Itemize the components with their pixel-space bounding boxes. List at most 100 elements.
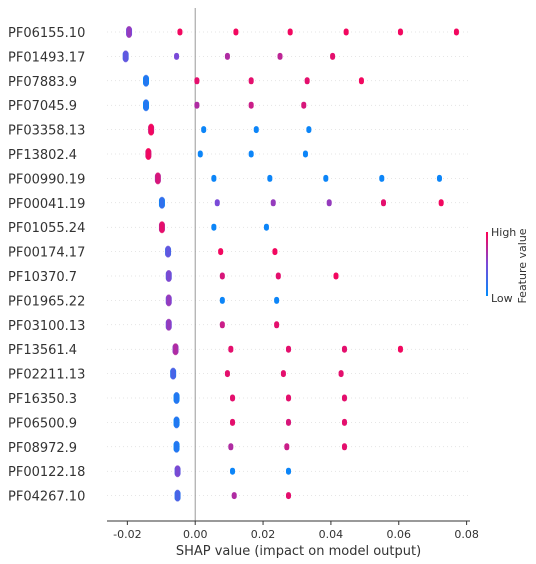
shap-point-cluster-overlay: [166, 318, 171, 331]
shap-point-cluster-overlay: [171, 367, 176, 380]
shap-point-cluster-overlay: [174, 440, 179, 453]
shap-point: [174, 52, 180, 60]
shap-point: [304, 77, 310, 85]
x-tick-label: 0.06: [387, 528, 412, 541]
shap-point: [323, 174, 329, 182]
shap-point: [280, 370, 286, 378]
shap-point: [230, 467, 236, 475]
feature-label: PF00041.19: [8, 197, 85, 212]
shap-point: [306, 126, 312, 134]
shap-point: [286, 345, 291, 353]
feature-label: PF00122.18: [8, 465, 85, 480]
shap-point-cluster-overlay: [123, 50, 128, 63]
shap-point-cluster-overlay: [175, 489, 180, 502]
shap-point-cluster-overlay: [146, 148, 151, 160]
colorbar-gradient: [486, 232, 488, 296]
shap-point: [326, 199, 332, 207]
shap-point-cluster-overlay: [166, 294, 171, 307]
shap-point: [286, 492, 291, 500]
shap-point-cluster-overlay: [166, 245, 171, 258]
feature-labels: PF06155.10 PF01493.17 PF07883.9 PF07045.9 PF…: [8, 26, 85, 505]
shap-point: [230, 418, 236, 426]
shap-point-cluster-overlay: [173, 343, 178, 356]
shap-point: [228, 443, 234, 451]
x-tick-label: 0.00: [183, 528, 208, 541]
shap-point: [380, 199, 386, 207]
feature-label: PF13561.4: [8, 343, 77, 358]
shap-point: [201, 126, 207, 134]
feature-label: PF01055.24: [8, 221, 85, 236]
shap-point: [438, 199, 444, 207]
row-gridlines: [107, 31, 470, 496]
feature-label: PF00174.17: [8, 246, 85, 261]
colorbar: High Low Feature value: [486, 226, 529, 305]
shap-point: [274, 321, 280, 329]
shap-point: [214, 199, 220, 207]
feature-label: PF03358.13: [8, 124, 85, 139]
feature-label: PF04267.10: [8, 490, 85, 505]
shap-point: [436, 174, 442, 182]
shap-point-cluster-overlay: [166, 270, 171, 282]
shap-point-cluster-overlay: [155, 172, 160, 185]
shap-point: [248, 101, 254, 109]
shap-point: [341, 443, 347, 451]
feature-label: PF07045.9: [8, 99, 77, 114]
shap-point: [230, 394, 236, 402]
feature-label: PF03100.13: [8, 319, 85, 334]
feature-label: PF13802.4: [8, 148, 77, 163]
shap-point-cluster-overlay: [127, 26, 132, 38]
shap-point: [287, 28, 293, 36]
shap-point: [219, 272, 225, 280]
shap-point: [248, 150, 254, 158]
shap-point: [341, 345, 347, 353]
shap-point: [379, 174, 385, 182]
shap-point: [270, 199, 276, 207]
shap-point: [218, 248, 224, 256]
shap-point: [333, 272, 339, 280]
shap-point: [302, 150, 308, 158]
shap-point: [453, 28, 459, 36]
shap-point: [284, 443, 290, 451]
shap-point: [197, 150, 203, 158]
shap-point: [397, 28, 403, 36]
feature-label: PF10370.7: [8, 270, 77, 285]
shap-point: [267, 174, 273, 182]
shap-point: [272, 248, 278, 256]
shap-point: [219, 321, 225, 329]
shap-point: [224, 52, 230, 60]
shap-point: [286, 394, 291, 402]
x-axis-label: SHAP value (impact on model output): [176, 544, 421, 559]
shap-point: [224, 370, 230, 378]
shap-point: [286, 467, 291, 475]
shap-point: [194, 77, 200, 85]
shap-point: [338, 370, 344, 378]
shap-point: [211, 174, 217, 182]
shap-point: [274, 296, 280, 304]
shap-point-cluster-overlay: [174, 392, 179, 404]
shap-point: [277, 52, 283, 60]
shap-point: [231, 492, 237, 500]
shap-point: [253, 126, 259, 134]
colorbar-title: Feature value: [516, 228, 529, 303]
shap-point-cluster-overlay: [149, 123, 154, 136]
shap-point: [286, 418, 291, 426]
shap-point: [343, 28, 349, 36]
shap-point-cluster-overlay: [159, 221, 164, 234]
feature-label: PF08972.9: [8, 441, 77, 456]
shap-point: [263, 223, 269, 231]
x-axis: -0.02 0.00 0.02 0.04 0.06 0.08: [107, 520, 479, 541]
shap-point-cluster-overlay: [144, 74, 149, 87]
feature-label: PF06155.10: [8, 26, 85, 41]
shap-point: [275, 272, 281, 280]
shap-point: [341, 418, 347, 426]
feature-label: PF01493.17: [8, 50, 85, 65]
shap-point: [194, 101, 200, 109]
shap-point: [397, 345, 403, 353]
feature-label: PF16350.3: [8, 392, 77, 407]
shap-point: [301, 101, 307, 109]
shap-point: [228, 345, 234, 353]
shap-point-cluster-overlay: [175, 465, 180, 478]
shap-point: [177, 28, 183, 36]
feature-label: PF06500.9: [8, 416, 77, 431]
